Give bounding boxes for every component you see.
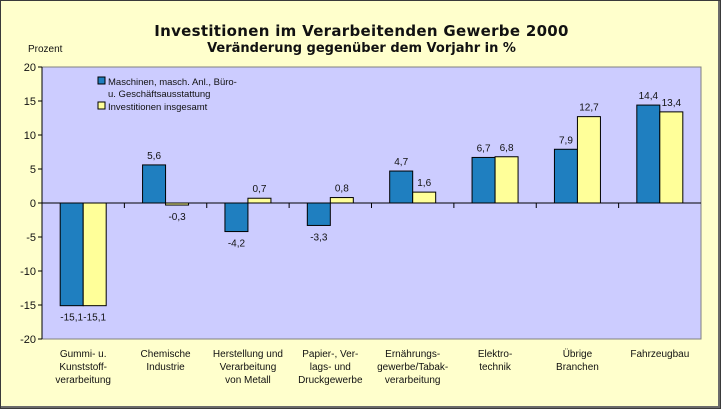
data-label: 1,6 [417,178,431,189]
bar [82,202,107,307]
chart-subtitle: Veränderung gegenüber dem Vorjahr in % [207,41,516,56]
data-label: -4,2 [228,239,246,250]
data-label: 6,7 [477,143,491,154]
y-tick-label: 15 [24,96,36,108]
data-label: -15,1 [60,313,83,324]
data-label: 6,8 [500,143,514,154]
bar [59,202,84,307]
data-label: 14,4 [639,91,659,102]
data-label: 0,7 [252,184,266,195]
category-label: Kunststoff- [59,362,107,373]
bar [576,116,601,204]
data-label: 5,6 [147,151,161,162]
category-label: Elektro- [478,349,512,360]
category-label: Ernährungs- [385,349,440,360]
bar [659,111,684,204]
category-label: Gummi- u. [60,349,107,360]
category-label: Chemische [141,349,191,360]
bar [142,164,167,204]
bar [494,156,519,204]
y-axis-label: Prozent [28,44,63,55]
legend-label: Investitionen insgesamt [108,102,208,113]
bar [389,170,414,204]
data-label: 12,7 [579,103,599,114]
bar [306,202,331,226]
data-label: -3,3 [310,232,328,243]
y-tick-label: 10 [24,130,36,142]
bar [165,202,190,206]
data-label: -0,3 [168,212,186,223]
bar [636,104,661,204]
bar [553,148,578,204]
legend-swatch [97,101,106,110]
category-label: Verarbeitung [220,362,277,373]
category-label: Branchen [556,362,599,373]
legend-label: u. Geschäftsausstattung [108,89,210,100]
category-label: gewerbe/Tabak- [377,362,448,373]
category-label: technik [479,362,512,373]
category-label: Fahrzeugbau [630,349,689,360]
chart-title: Investitionen im Verarbeitenden Gewerbe … [154,22,569,40]
y-tick-label: -20 [20,334,36,346]
data-label: 7,9 [559,135,573,146]
category-label: Herstellung und [213,349,283,360]
data-label: 0,8 [335,184,349,195]
y-tick-label: 0 [30,198,36,210]
data-label: 13,4 [662,98,682,109]
y-tick-label: -10 [20,266,36,278]
bar [471,156,496,204]
bar [247,197,272,204]
y-tick-label: 20 [24,62,36,74]
category-label: Papier-, Ver- [302,349,358,360]
category-label: von Metall [225,375,271,386]
category-label: Druckgewerbe [298,375,363,386]
category-label: Übrige [563,348,593,360]
data-label: -15,1 [83,313,106,324]
y-tick-label: -15 [20,300,36,312]
y-tick-label: -5 [26,232,36,244]
bar [224,202,249,233]
data-label: 4,7 [394,157,408,168]
bar [329,197,354,204]
legend-label: Maschinen, masch. Anl., Büro- [108,77,237,88]
category-label: Industrie [146,362,185,373]
category-label: verarbeitung [385,375,441,386]
y-tick-label: 5 [30,164,36,176]
category-label: verarbeitung [55,375,111,386]
bar [412,191,437,204]
legend-swatch [97,76,106,85]
category-label: lags- und [310,362,351,373]
